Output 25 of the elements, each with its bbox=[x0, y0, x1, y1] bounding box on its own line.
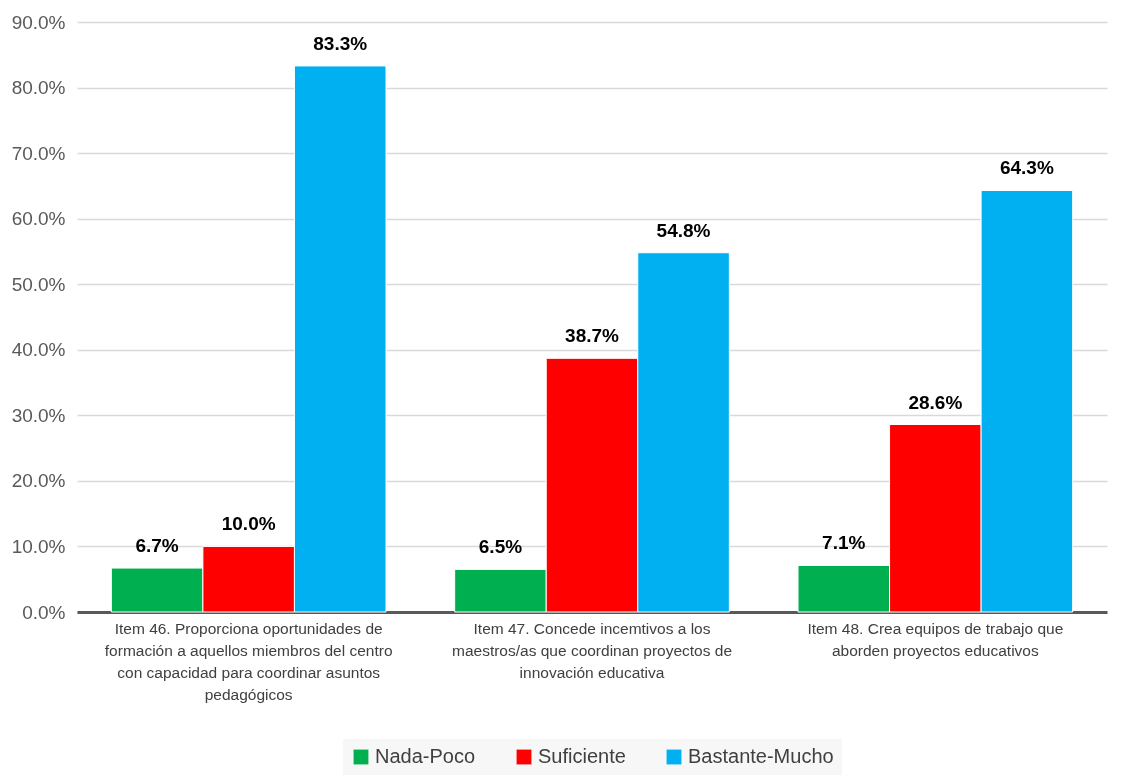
y-tick-label: 0.0% bbox=[22, 601, 66, 623]
legend-label: Bastante-Mucho bbox=[688, 745, 834, 767]
x-tick-label: Item 46. Proporciona oportunidades de formación a aquellos miembros del centro con capacidad para coordinar asuntos pedagógicos bbox=[104, 619, 393, 703]
y-tick-label: 80.0% bbox=[11, 77, 66, 99]
data-label: 83.3% bbox=[313, 32, 368, 54]
data-label: 10.0% bbox=[221, 513, 276, 535]
data-label: 54.8% bbox=[656, 219, 711, 241]
data-label: 28.6% bbox=[908, 391, 963, 413]
y-tick-label: 10.0% bbox=[11, 535, 66, 557]
legend-label: Suficiente bbox=[538, 745, 626, 767]
x-tick-label: Item 48. Crea equipos de trabajo que aborden proyectos educativos bbox=[807, 619, 1064, 659]
data-label: 38.7% bbox=[565, 325, 620, 347]
y-tick-label: 50.0% bbox=[11, 273, 66, 295]
data-label: 6.5% bbox=[478, 536, 523, 558]
x-tick-label: Item 47. Concede incemtivos a los maestros/as que coordinan proyectos de innovación educativa bbox=[451, 619, 733, 681]
data-label: 64.3% bbox=[999, 157, 1054, 179]
y-tick-label: 90.0% bbox=[11, 11, 66, 33]
y-tick-label: 20.0% bbox=[11, 470, 66, 492]
y-tick-label: 60.0% bbox=[11, 208, 66, 230]
data-label: 7.1% bbox=[822, 532, 866, 554]
legend-label: Nada-Poco bbox=[375, 745, 476, 767]
y-tick-label: 30.0% bbox=[11, 404, 66, 426]
y-tick-label: 40.0% bbox=[11, 339, 66, 361]
data-label: 6.7% bbox=[135, 535, 179, 557]
y-tick-label: 70.0% bbox=[11, 142, 66, 164]
